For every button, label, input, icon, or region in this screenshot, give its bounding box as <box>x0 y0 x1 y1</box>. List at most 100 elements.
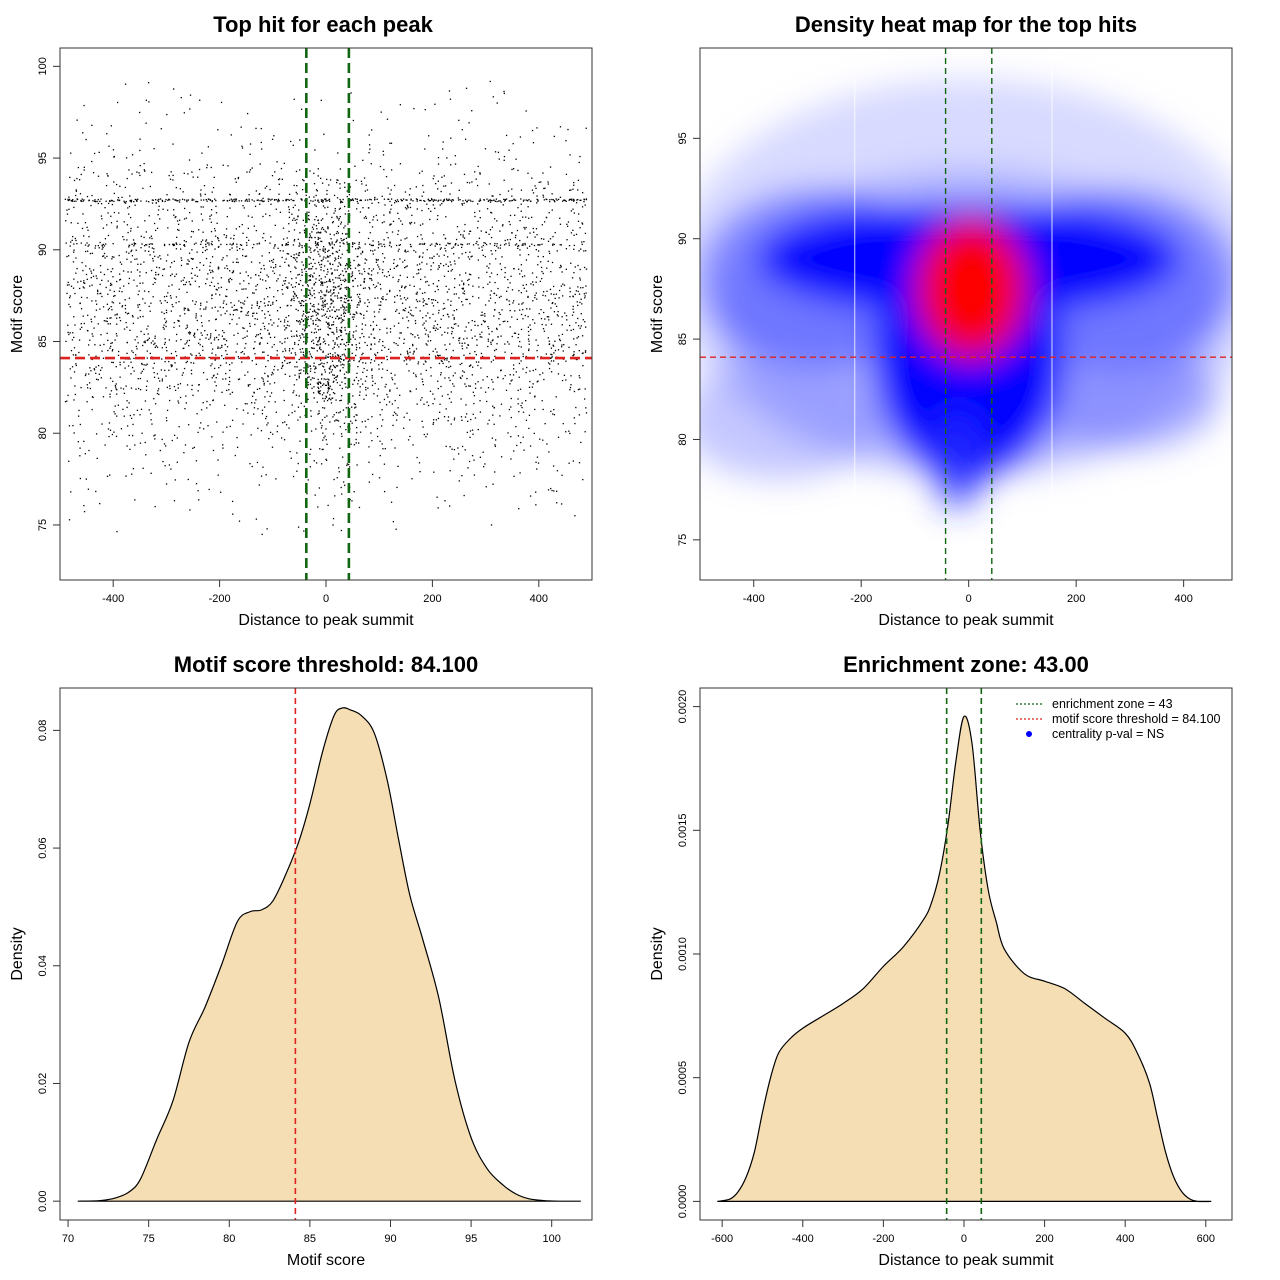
scatter-point <box>445 408 447 410</box>
scatter-point <box>447 420 449 422</box>
scatter-point <box>493 292 496 294</box>
scatter-point <box>256 199 258 201</box>
scatter-point <box>462 292 464 294</box>
scatter-point <box>372 283 375 286</box>
scatter-point <box>70 491 72 493</box>
scatter-point <box>189 94 192 96</box>
scatter-point <box>285 244 287 246</box>
scatter-point <box>517 333 520 335</box>
scatter-point <box>355 344 357 346</box>
scatter-point <box>367 387 369 389</box>
scatter-point <box>315 428 317 430</box>
scatter-point <box>131 249 133 251</box>
scatter-point <box>164 369 166 372</box>
scatter-point <box>249 463 251 465</box>
scatter-point <box>463 237 466 239</box>
scatter-point <box>98 247 100 249</box>
scatter-point <box>382 253 384 255</box>
scatter-point <box>364 190 366 192</box>
scatter-point <box>315 323 317 326</box>
scatter-point <box>108 145 110 147</box>
scatter-point <box>322 407 324 409</box>
scatter-point <box>195 317 197 319</box>
scatter-point <box>517 245 520 247</box>
scatter-point <box>159 449 161 452</box>
scatter-point <box>342 198 344 201</box>
scatter-point <box>202 251 204 254</box>
scatter-point <box>234 198 236 200</box>
scatter-point <box>390 439 393 441</box>
scatter-point <box>345 306 348 308</box>
scatter-point <box>94 247 96 249</box>
scatter-point <box>186 384 189 386</box>
scatter-point <box>331 397 333 399</box>
scatter-point <box>314 199 316 201</box>
scatter-point <box>447 265 450 267</box>
scatter-point <box>408 370 410 372</box>
scatter-point <box>274 224 276 226</box>
scatter-point <box>317 390 319 392</box>
scatter-point <box>471 110 473 112</box>
scatter-point <box>320 296 322 298</box>
scatter-point <box>416 291 418 293</box>
scatter-point <box>377 272 379 274</box>
scatter-point <box>500 456 503 458</box>
scatter-point <box>332 247 334 249</box>
scatter-point <box>419 255 421 257</box>
scatter-point <box>310 340 313 343</box>
scatter-point <box>479 173 481 175</box>
scatter-point <box>173 322 176 324</box>
scatter-point <box>144 340 146 342</box>
scatter-point <box>188 159 191 161</box>
scatter-point <box>314 219 316 221</box>
scatter-point <box>276 350 278 352</box>
scatter-point <box>102 357 105 359</box>
scatter-point <box>296 470 298 472</box>
scatter-point <box>525 199 527 201</box>
scatter-point <box>339 355 342 358</box>
scatter-point <box>320 219 323 221</box>
scatter-point <box>317 303 320 305</box>
scatter-point <box>94 199 96 201</box>
scatter-point <box>398 248 400 250</box>
scatter-point <box>183 244 185 246</box>
scatter-point <box>228 278 230 281</box>
scatter-point <box>211 352 213 354</box>
scatter-point <box>432 262 435 264</box>
scatter-point <box>69 245 71 247</box>
scatter-point <box>380 288 382 290</box>
scatter-point <box>482 320 485 322</box>
scatter-point <box>450 264 452 266</box>
distance-density-panel: Enrichment zone: 43.00 -600 -400 -200 0 200 4… <box>649 652 1233 1269</box>
scatter-point <box>446 357 448 359</box>
scatter-point <box>262 237 264 239</box>
scatter-point <box>99 369 102 371</box>
scatter-point <box>117 101 119 104</box>
scatter-point <box>567 221 570 223</box>
scatter-point <box>167 292 169 294</box>
scatter-point <box>255 285 257 287</box>
scatter-point <box>255 334 258 336</box>
scatter-point <box>304 327 307 330</box>
scatter-point <box>294 219 296 221</box>
scatter-point <box>211 297 213 300</box>
scatter-point <box>167 199 169 202</box>
scatter-point <box>417 334 419 336</box>
scatter-point <box>378 368 380 370</box>
scatter-point <box>268 323 270 325</box>
scatter-point <box>151 423 153 425</box>
scatter-point <box>219 364 222 367</box>
scatter-point <box>325 439 327 441</box>
scatter-point <box>208 244 210 246</box>
scatter-point <box>391 231 394 233</box>
scatter-point <box>535 504 537 506</box>
scatter-point <box>334 269 336 271</box>
scatter-point <box>461 287 463 290</box>
scatter-point <box>453 293 455 295</box>
scatter-point <box>371 202 373 204</box>
scatter-point <box>101 244 103 246</box>
scatter-point <box>309 370 312 372</box>
scatter-point <box>315 462 318 464</box>
scatter-point <box>343 301 345 303</box>
scatter-point <box>107 175 109 177</box>
